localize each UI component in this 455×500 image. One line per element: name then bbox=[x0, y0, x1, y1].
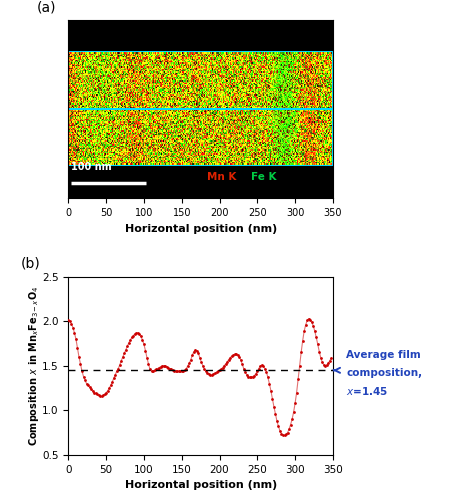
X-axis label: Horizontal position (nm): Horizontal position (nm) bbox=[124, 480, 276, 490]
Text: $x$=1.45: $x$=1.45 bbox=[345, 385, 387, 397]
Text: (b): (b) bbox=[21, 257, 40, 271]
Text: Average film: Average film bbox=[345, 350, 420, 360]
Text: composition,: composition, bbox=[345, 368, 421, 378]
Text: (a): (a) bbox=[36, 0, 56, 14]
Y-axis label: Composition $x$ in Mn$_x$Fe$_{3-x}$O$_4$: Composition $x$ in Mn$_x$Fe$_{3-x}$O$_4$ bbox=[26, 286, 40, 446]
X-axis label: Horizontal position (nm): Horizontal position (nm) bbox=[124, 224, 276, 234]
Text: Fe K: Fe K bbox=[251, 172, 276, 182]
Text: Mn K: Mn K bbox=[206, 172, 236, 182]
Text: 100 nm: 100 nm bbox=[71, 162, 111, 172]
